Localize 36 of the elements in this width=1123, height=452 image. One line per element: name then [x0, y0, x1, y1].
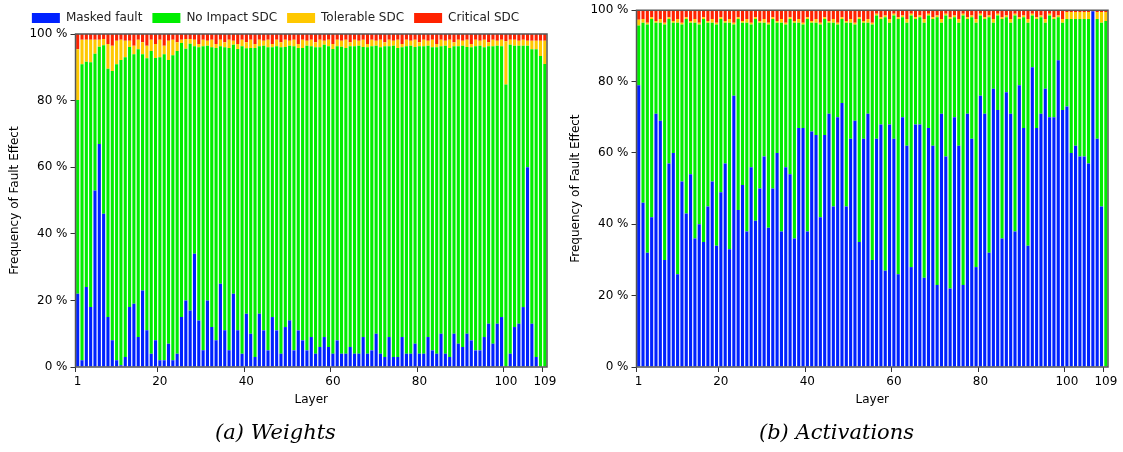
y-tick-label: 20 %	[37, 292, 68, 307]
y-tick-label: 60 %	[598, 145, 629, 160]
x-tick-label: 80	[972, 374, 989, 389]
legend-label: No Impact SDC	[186, 10, 278, 25]
x-tick-label: 80	[411, 374, 428, 389]
x-tick-label: 60	[886, 374, 902, 389]
x-tick-label: 40	[238, 374, 255, 389]
y-tick-label: 40 %	[37, 225, 68, 240]
y-tick-label: 40 %	[598, 216, 629, 231]
x-tick-label: 20	[152, 374, 168, 389]
y-tick-label: 60 %	[37, 159, 68, 174]
x-tick-label: 20	[713, 374, 729, 389]
y-tick-label: 100 %	[590, 2, 629, 17]
legend-label: Tolerable SDC	[320, 10, 405, 25]
y-tick-label: 80 %	[37, 92, 68, 107]
x-tick-label: 109	[533, 374, 557, 389]
x-axis-title: Layer	[855, 391, 890, 406]
legend-label: Masked fault	[65, 10, 143, 25]
text: (b) Activations	[758, 419, 915, 444]
y-axis-title: Frequency of Fault Effect	[7, 126, 22, 275]
x-tick-label: 100	[494, 374, 518, 389]
text: (a) Weights	[215, 419, 337, 444]
x-tick-label: 109	[1094, 374, 1118, 389]
y-tick-label: 80 %	[598, 73, 629, 88]
x-tick-label: 40	[799, 374, 816, 389]
y-axis-title: Frequency of Fault Effect	[568, 114, 583, 263]
x-tick-label: 60	[325, 374, 341, 389]
y-tick-label: 100 %	[29, 26, 68, 41]
x-tick-label: 1	[634, 374, 643, 389]
x-axis-title: Layer	[294, 391, 329, 406]
y-tick-label: 0 %	[605, 359, 629, 374]
y-tick-label: 20 %	[598, 287, 629, 302]
legend-label: Critical SDC	[448, 10, 520, 25]
x-tick-label: 1	[73, 374, 82, 389]
x-tick-label: 100	[1055, 374, 1079, 389]
y-tick-label: 0 %	[44, 359, 68, 374]
